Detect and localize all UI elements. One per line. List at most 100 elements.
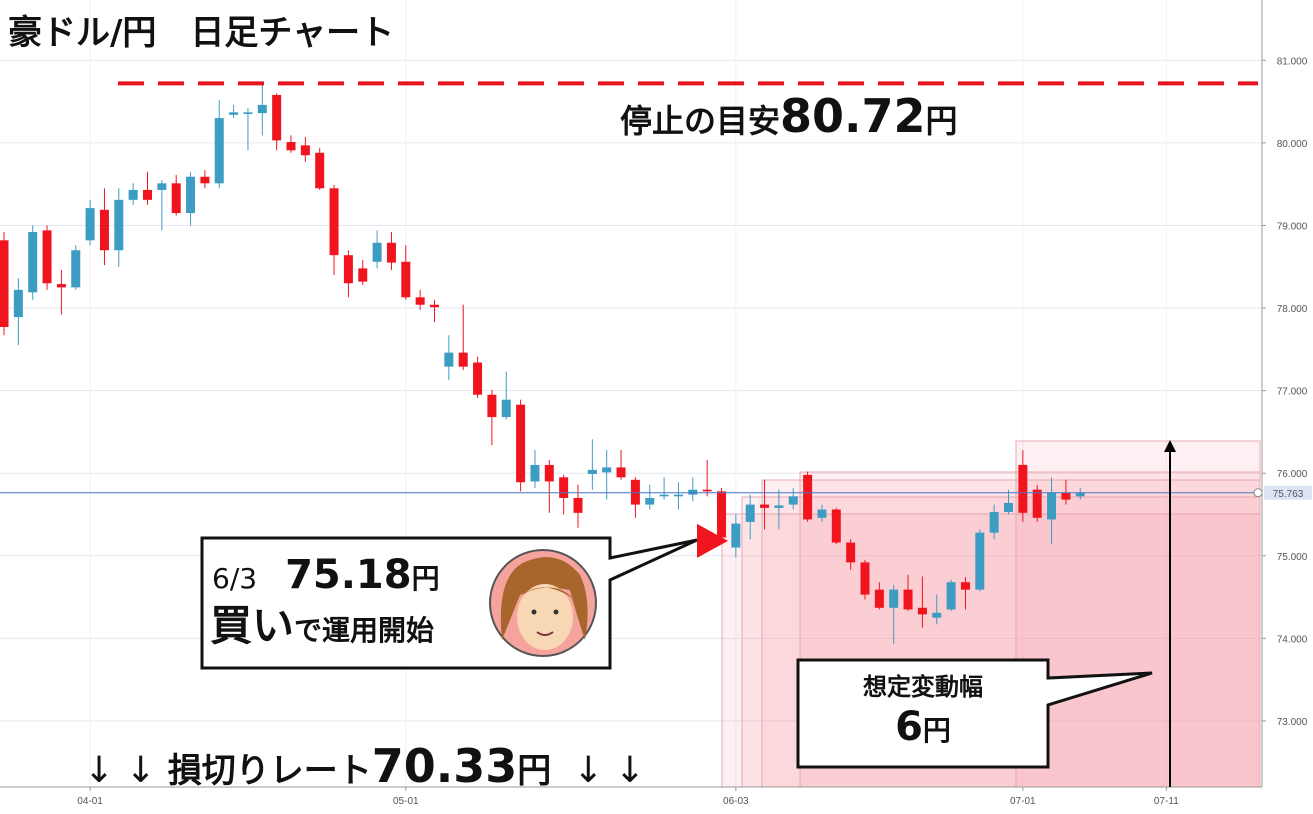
candle-body [415, 297, 425, 305]
candle-body [372, 242, 382, 262]
candle-body [315, 152, 325, 189]
candle-body [917, 607, 927, 615]
candle-body [846, 542, 856, 563]
range-arrow-head [1164, 440, 1176, 452]
candle-body [760, 504, 770, 508]
candle-body [386, 242, 396, 263]
candle-body [487, 394, 497, 418]
candle-body [1075, 493, 1085, 497]
candle-body [1061, 493, 1071, 500]
candle-body [803, 474, 813, 520]
candle-body [171, 183, 181, 214]
stop-loss-annotation: ↓ ↓ 損切りレート70.33円 ↓ ↓ [84, 739, 645, 793]
candle-body [42, 230, 52, 284]
entry-line-2: 買いで運用開始 [210, 601, 434, 650]
avatar-hair [500, 557, 588, 640]
candle-body [587, 469, 597, 475]
candle-body [99, 209, 109, 251]
last-price-box [1264, 485, 1312, 500]
avatar-mouth [536, 631, 554, 636]
candle-body [645, 497, 655, 505]
stop-value: 80.72 [780, 89, 926, 143]
candle-body [573, 497, 583, 513]
candle-body [530, 464, 540, 482]
candle-body [200, 176, 210, 184]
zone [1015, 440, 1261, 788]
candle-body [329, 188, 339, 256]
candle-body [831, 509, 841, 543]
x-tick-label: 07-11 [1154, 796, 1179, 807]
candle-body [143, 189, 152, 200]
candle-body [85, 208, 95, 241]
stop-loss-label: 損切りレート [168, 751, 372, 791]
candle-body [0, 240, 9, 328]
candle-body [889, 589, 899, 608]
candle-body [946, 582, 956, 610]
plot [0, 81, 1263, 645]
candle-body [788, 496, 798, 505]
candle-body [28, 232, 38, 293]
candle-body [932, 612, 942, 618]
candle-body [501, 399, 511, 418]
candle-body [717, 491, 726, 538]
last-price-dot [1253, 488, 1263, 498]
candle-body [630, 479, 640, 505]
avatar-eye [531, 609, 537, 615]
candle-body [774, 505, 784, 508]
range-unit: 円 [923, 714, 951, 747]
candle-body [272, 94, 282, 141]
candle-body [903, 589, 913, 610]
candle-body [516, 404, 526, 483]
y-tick-label: 74.000 [1277, 634, 1308, 645]
candle-body [186, 176, 196, 214]
y-tick-label: 79.000 [1277, 221, 1308, 232]
candle-body [300, 145, 310, 156]
candle-body [702, 489, 712, 492]
candle-body [56, 284, 66, 288]
y-tick-label: 75.000 [1277, 552, 1308, 563]
range-callout [796, 658, 1153, 769]
last-price-label: 75.763 [1273, 489, 1304, 500]
candle-body [860, 562, 870, 595]
candle-body [71, 250, 81, 288]
stop-loss-arrows: ↓ ↓ [573, 750, 645, 791]
stop-loss-value: 70.33 [372, 739, 518, 793]
entry-date: 6/3 [212, 562, 257, 595]
candle-body [688, 489, 698, 495]
candle-body [157, 183, 167, 190]
candle-body [229, 112, 239, 115]
candle-body [745, 504, 755, 522]
candle-body [616, 467, 626, 478]
avatar-eye [553, 609, 559, 615]
candle-body [1032, 489, 1042, 518]
x-tick-label: 07-01 [1010, 796, 1036, 807]
x-tick-label: 05-01 [393, 796, 419, 807]
candle-body [257, 104, 267, 114]
range-label: 想定変動幅 [863, 673, 983, 701]
x-tick-label: 06-03 [723, 796, 749, 807]
candle-body [673, 494, 683, 497]
candle-body [731, 523, 741, 548]
range-value: 6 [895, 704, 923, 750]
candle-body [975, 532, 985, 590]
stop-annotation: 停止の目安80.72円 [620, 89, 958, 143]
candle-body [1018, 464, 1028, 513]
y-tick-label: 81.000 [1277, 56, 1308, 67]
y-tick-label: 73.000 [1277, 717, 1308, 728]
stop-unit: 円 [926, 102, 958, 140]
stop-loss-arrows: ↓ ↓ [84, 750, 156, 791]
candle-body [874, 589, 884, 608]
y-tick-label: 78.000 [1277, 304, 1308, 315]
candle-body [458, 352, 468, 367]
avatar-bangs [517, 587, 575, 600]
entry-action: 買い [210, 601, 294, 650]
candle-body [473, 362, 483, 395]
candle-body [559, 477, 569, 498]
candle-body [960, 582, 970, 590]
candle-body [1004, 502, 1013, 513]
candle-body [401, 261, 411, 298]
avatar [489, 549, 597, 657]
candle-body [128, 189, 138, 200]
